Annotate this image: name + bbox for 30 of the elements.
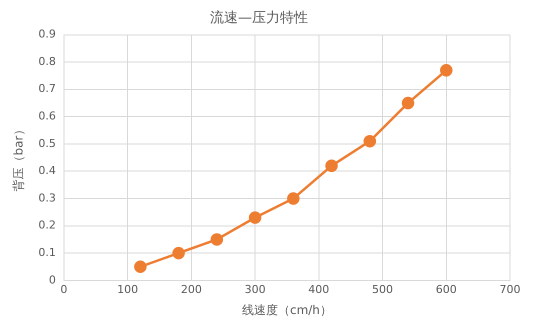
x-tick-label: 200 [180,282,202,296]
y-tick-label: 0 [48,273,56,286]
y-tick-label: 0.3 [38,191,56,204]
point [210,233,224,246]
y-tick-label: 0.1 [38,246,56,259]
x-tick-label: 600 [436,282,457,296]
y-tick-label: 0.4 [38,164,56,178]
y-tick-label: 0.2 [38,218,56,232]
x-tick-label: 0 [60,282,68,296]
y-axis-title: 背压（bar） [11,124,26,192]
point [287,192,300,205]
point [172,246,185,260]
x-axis-title: 线速度（cm/h） [242,302,332,317]
y-tick-label: 0.7 [38,82,56,96]
x-tick-label: 100 [117,282,138,296]
point [402,96,414,110]
chart-title: 流速—压力特性 [210,10,308,26]
point [248,211,262,224]
point [325,160,338,172]
point [134,260,147,274]
x-tick-label: 400 [308,282,330,296]
point [440,64,453,77]
x-tick-label: 300 [244,282,266,296]
x-tick-label: 500 [372,282,394,296]
y-tick-label: 0.6 [38,110,56,123]
y-tick-label: 0.9 [38,28,56,41]
x-tick-label: 700 [500,282,520,296]
point [364,134,376,148]
y-tick-label: 0.8 [38,54,56,68]
y-tick-label: 0.5 [38,136,56,150]
